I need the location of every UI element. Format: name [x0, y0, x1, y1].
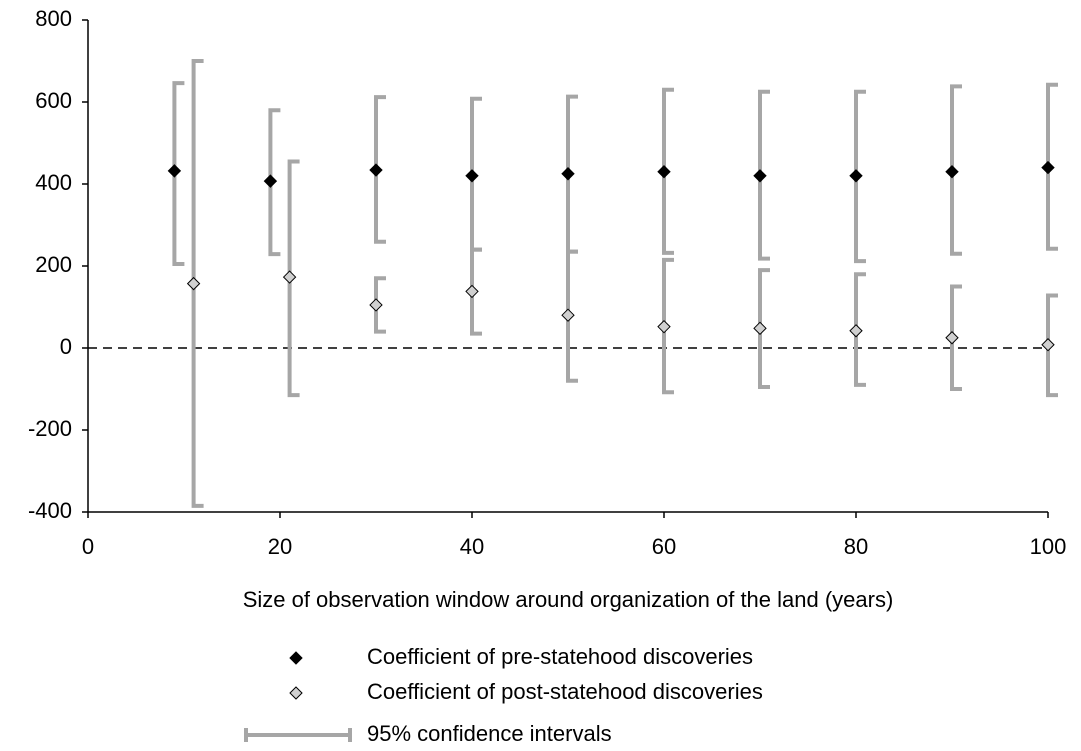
data-point	[369, 163, 383, 177]
x-axis-label: Size of observation window around organi…	[243, 587, 894, 612]
data-point	[945, 164, 959, 179]
data-point	[561, 167, 575, 181]
x-tick-label: 20	[268, 534, 292, 559]
x-tick-label: 80	[844, 534, 868, 559]
data-point	[282, 270, 297, 284]
data-point	[753, 321, 767, 336]
y-tick-label: 400	[35, 170, 72, 195]
legend-marker	[289, 651, 303, 665]
legend-label: Coefficient of pre-statehood discoveries	[367, 644, 753, 669]
data-point	[1041, 338, 1055, 352]
data-point	[1041, 160, 1055, 175]
data-point	[465, 284, 479, 299]
x-tick-label: 60	[652, 534, 676, 559]
x-tick-label: 100	[1030, 534, 1067, 559]
data-point	[849, 324, 863, 338]
data-point	[369, 298, 383, 312]
data-point	[561, 308, 575, 322]
y-tick-label: 0	[60, 334, 72, 359]
data-point	[167, 164, 182, 178]
data-point	[753, 169, 767, 183]
data-point	[657, 319, 671, 334]
legend-ci-marker	[244, 728, 352, 742]
y-tick-label: 800	[35, 6, 72, 31]
y-tick-label: 200	[35, 252, 72, 277]
y-tick-label: -200	[28, 416, 72, 441]
legend-label: Coefficient of post-statehood discoverie…	[367, 679, 763, 704]
legend-marker	[289, 686, 303, 700]
x-tick-label: 40	[460, 534, 484, 559]
x-tick-label: 0	[82, 534, 94, 559]
data-point	[465, 169, 479, 183]
legend-label: 95% confidence intervals	[367, 721, 612, 746]
data-point	[263, 174, 278, 188]
data-point	[657, 164, 671, 179]
y-tick-label: -400	[28, 498, 72, 523]
data-point	[186, 276, 201, 291]
y-tick-label: 600	[35, 88, 72, 113]
data-point	[945, 331, 959, 345]
data-point	[849, 169, 863, 183]
